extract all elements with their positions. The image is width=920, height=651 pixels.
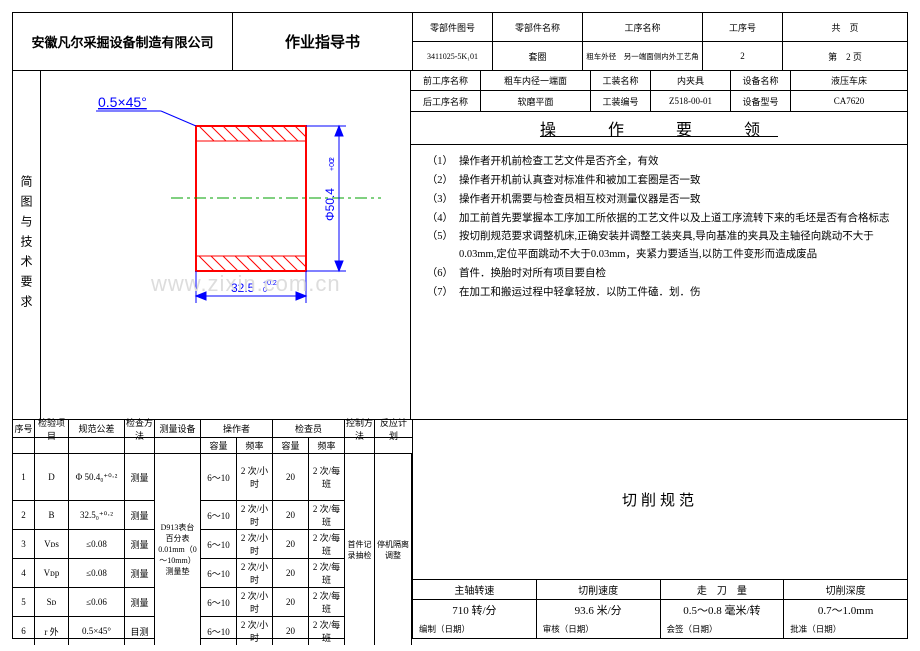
- h-depth: 切削深度: [784, 580, 907, 599]
- inspection-table: 序号 检验项目 规范公差 检查方法 测量设备 操作者 检查员 控制方法 反应计划…: [13, 420, 413, 638]
- h-spec: 规范公差: [69, 420, 125, 437]
- sign-b: 审核（日期）: [537, 620, 661, 638]
- operation-item: （2）操作者开机前认真查对标准件和被加工套圈是否一致: [425, 172, 893, 190]
- h-method: 检查方法: [125, 420, 155, 437]
- cutting-title: 切削规范: [413, 420, 907, 579]
- sign-d: 批准（日期）: [784, 620, 907, 638]
- sign-a: 编制（日期）: [413, 620, 537, 638]
- header-row: 安徽凡尔采掘设备制造有限公司 作业指导书 零部件图号 零部件名称 工序名称 工序…: [13, 13, 907, 71]
- h-equip: 测量设备: [155, 420, 201, 437]
- h-inspector: 检查员: [273, 420, 345, 437]
- right-area: 前工序名称 粗车内径一端面 工装名称 内夹具 设备名称 液压车床 后工序名称 软…: [411, 71, 907, 419]
- h-operator: 操作者: [201, 420, 273, 437]
- label-part-name: 零部件名称: [493, 13, 583, 41]
- cutting-area: 切削规范 主轴转速 切削速度 走 刀 量 切削深度 710 转/分 93.6 米…: [413, 420, 907, 638]
- svg-text:0: 0: [263, 287, 267, 294]
- lbl-equip: 设备名称: [731, 71, 791, 90]
- label-part-no: 零部件图号: [413, 13, 493, 41]
- h-feed: 走 刀 量: [661, 580, 785, 599]
- operation-list: （1）操作者开机前检查工艺文件是否齐全，有效（2）操作者开机前认真查对标准件和被…: [411, 145, 907, 311]
- h-ctrl: 控制方法: [345, 420, 375, 437]
- val-equip-model: CA7620: [791, 91, 907, 111]
- operation-title: 操 作 要 领: [411, 112, 907, 145]
- side-label: 简图与技术要求: [13, 71, 41, 419]
- document-title: 作业指导书: [233, 13, 413, 70]
- sign-c: 会签（日期）: [661, 620, 785, 638]
- label-proc-name: 工序名称: [583, 13, 703, 41]
- bottom-section: 序号 检验项目 规范公差 检查方法 测量设备 操作者 检查员 控制方法 反应计划…: [13, 420, 907, 638]
- technical-drawing: 0.5×45° Φ50.4 +0.2 0 32.5: [41, 71, 411, 331]
- val-fixture: 内夹具: [651, 71, 731, 90]
- value-part-no: 3411025-5K₁01: [413, 42, 493, 70]
- value-page: 第 2 页: [783, 42, 907, 70]
- v-depth: 0.7～1.0mm: [784, 600, 907, 620]
- value-proc-no: 2: [703, 42, 783, 70]
- val-prev-proc: 粗车内径一端面: [481, 71, 591, 90]
- operation-item: （6）首件．换胎时对所有项目要自检: [425, 265, 893, 283]
- v-feed: 0.5～0.8 毫米/转: [661, 600, 785, 620]
- svg-text:+0.2: +0.2: [263, 280, 277, 287]
- v-speed: 93.6 米/分: [537, 600, 661, 620]
- lbl-equip-model: 设备型号: [731, 91, 791, 111]
- h-freq1: 频率: [237, 438, 273, 453]
- h-freq2: 频率: [309, 438, 345, 453]
- lbl-fixture-no: 工装编号: [591, 91, 651, 111]
- val-next-proc: 软磨平面: [481, 91, 591, 111]
- lbl-fixture: 工装名称: [591, 71, 651, 90]
- signature-row: 编制（日期） 审核（日期） 会签（日期） 批准（日期）: [413, 620, 907, 638]
- label-proc-no: 工序号: [703, 13, 783, 41]
- operation-item: （7）在加工和搬运过程中轻拿轻放．以防工件磕．划．伤: [425, 284, 893, 302]
- v-spindle: 710 转/分: [413, 600, 537, 620]
- h-item: 检验项目: [35, 420, 69, 437]
- operation-item: （4）加工前首先要掌握本工序加工所依据的工艺文件以及上道工序流转下来的毛坯是否有…: [425, 210, 893, 228]
- h-seq: 序号: [13, 420, 35, 437]
- company-name: 安徽凡尔采掘设备制造有限公司: [13, 13, 233, 70]
- diagram-area: 0.5×45° Φ50.4 +0.2 0 32.5: [41, 71, 411, 419]
- operation-item: （5）按切削规范要求调整机床,正确安装并调整工装夹具,导向基准的夹具及主轴径向跳…: [425, 228, 893, 264]
- document-frame: 安徽凡尔采掘设备制造有限公司 作业指导书 零部件图号 零部件名称 工序名称 工序…: [12, 12, 908, 639]
- cutting-table: 主轴转速 切削速度 走 刀 量 切削深度 710 转/分 93.6 米/分 0.…: [413, 579, 907, 620]
- meta-grid: 零部件图号 零部件名称 工序名称 工序号 共 页 3411025-5K₁01 套…: [413, 13, 907, 70]
- width-text: 32.5: [231, 281, 255, 295]
- dia-text: Φ50.4: [323, 188, 337, 221]
- value-part-name: 套圈: [493, 42, 583, 70]
- h-react: 反应计划: [375, 420, 412, 437]
- value-proc-name: 粗车外径 另一端面侧内外工艺角: [583, 42, 703, 70]
- operation-item: （3）操作者开机需要与检查员相互校对测量仪器是否一致: [425, 191, 893, 209]
- operation-item: （1）操作者开机前检查工艺文件是否齐全，有效: [425, 153, 893, 171]
- h-cap2: 容量: [273, 438, 309, 453]
- process-info: 前工序名称 粗车内径一端面 工装名称 内夹具 设备名称 液压车床 后工序名称 软…: [411, 71, 907, 112]
- lbl-prev-proc: 前工序名称: [411, 71, 481, 90]
- label-pages: 共 页: [783, 13, 907, 41]
- svg-text:0: 0: [329, 159, 336, 163]
- mid-section: 简图与技术要求: [13, 71, 907, 420]
- h-spindle: 主轴转速: [413, 580, 537, 599]
- h-speed: 切削速度: [537, 580, 661, 599]
- chamfer-text: 0.5×45°: [98, 94, 147, 110]
- lbl-next-proc: 后工序名称: [411, 91, 481, 111]
- val-fixture-no: Z518-00-01: [651, 91, 731, 111]
- h-cap1: 容量: [201, 438, 237, 453]
- val-equip: 液压车床: [791, 71, 907, 90]
